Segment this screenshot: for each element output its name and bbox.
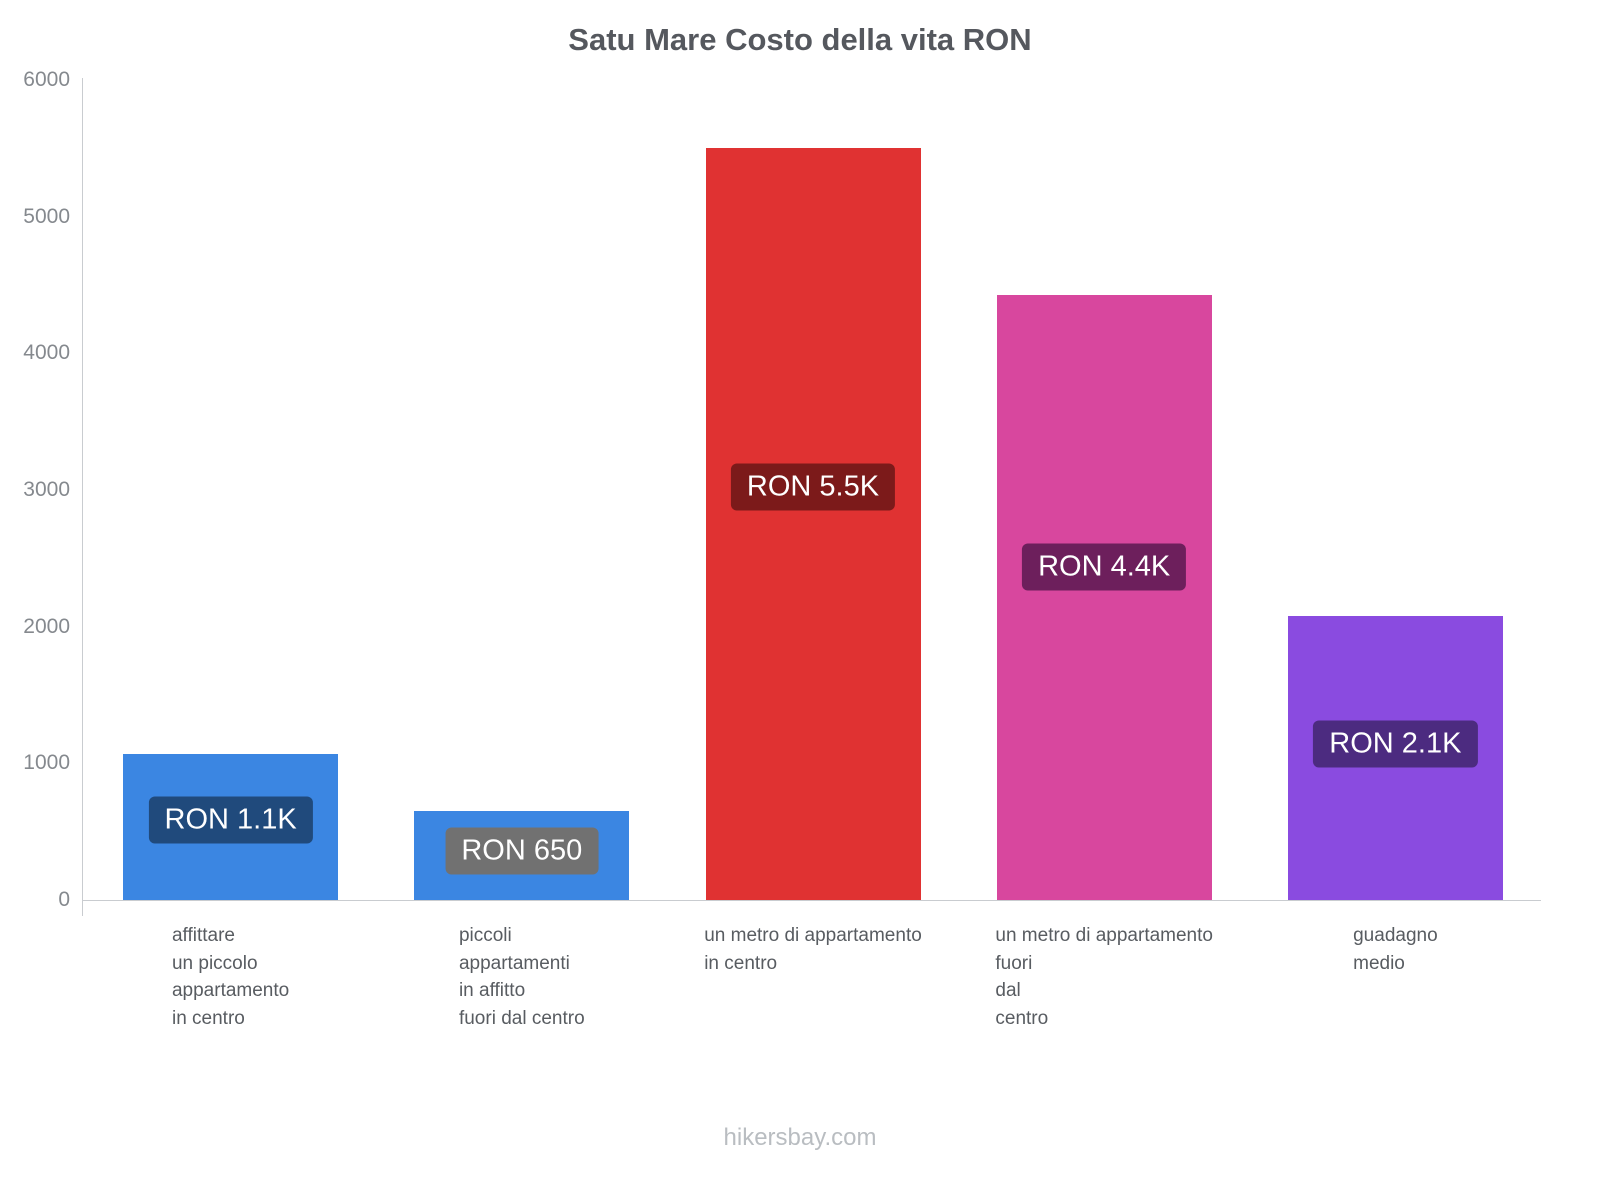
x-category-label: guadagno medio bbox=[1353, 925, 1438, 974]
y-axis-line bbox=[82, 78, 83, 916]
x-category-label: un metro di appartamento fuori dal centr… bbox=[995, 925, 1213, 1029]
bar-value-label: RON 2.1K bbox=[1313, 720, 1478, 768]
chart-title: Satu Mare Costo della vita RON bbox=[568, 22, 1032, 57]
bar-value-label: RON 650 bbox=[445, 827, 599, 875]
bar-value-label: RON 1.1K bbox=[148, 796, 313, 844]
y-tick-label: 0 bbox=[58, 888, 70, 911]
x-category-label: un metro di appartamento in centro bbox=[704, 925, 922, 974]
y-tick-label: 3000 bbox=[23, 478, 70, 501]
bar-value-label: RON 4.4K bbox=[1022, 543, 1187, 591]
y-tick-label: 2000 bbox=[23, 614, 70, 638]
y-tick-label: 4000 bbox=[23, 341, 70, 365]
bar bbox=[996, 294, 1212, 900]
bar-value-label: RON 5.5K bbox=[730, 463, 896, 511]
y-tick-label: 1000 bbox=[23, 751, 70, 775]
x-axis-line bbox=[82, 900, 1541, 901]
x-category-label: affittare un piccolo appartamento in cen… bbox=[171, 925, 290, 1029]
bar bbox=[705, 148, 921, 900]
watermark-text: hikersbay.com bbox=[723, 1124, 877, 1151]
y-tick-label: 6000 bbox=[23, 68, 70, 91]
x-category-label: piccoli appartamenti in affitto fuori da… bbox=[458, 925, 585, 1029]
y-tick-label: 5000 bbox=[23, 204, 70, 228]
